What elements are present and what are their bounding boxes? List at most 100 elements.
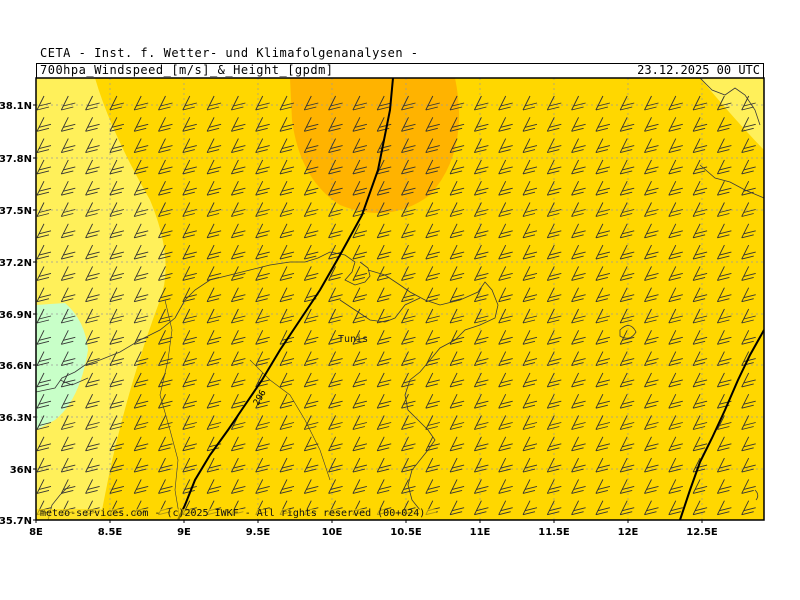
country-borders [159, 299, 331, 520]
wind-barb [401, 223, 416, 239]
wind-barb [376, 223, 392, 239]
wind-barb [741, 436, 756, 452]
wind-barb [546, 330, 562, 345]
wind-barb [741, 415, 756, 430]
wind-barb [158, 351, 173, 367]
wind-barb [36, 223, 52, 239]
wind-barb [182, 436, 197, 452]
wind-barb [206, 372, 222, 388]
wind-barb [231, 522, 245, 536]
wind-barb [328, 223, 343, 239]
wind-barb [692, 330, 708, 345]
lat-label: 37.2N [0, 258, 32, 269]
wind-barb [376, 436, 392, 452]
wind-barb [401, 202, 416, 217]
wind-barb [352, 138, 368, 154]
wind-barb [644, 202, 659, 217]
wind-barb [60, 415, 76, 430]
wind-barb [279, 436, 295, 452]
lon-label: 12.5E [686, 527, 718, 538]
wind-barb [182, 287, 197, 303]
wind-barb [133, 351, 149, 367]
wind-barb [60, 202, 76, 217]
wind-barb [546, 351, 562, 367]
wind-barb [644, 287, 659, 303]
wind-barb [546, 287, 562, 303]
wind-barb [206, 393, 222, 409]
wind-barb [109, 372, 125, 388]
wind-barb [206, 351, 222, 367]
wind-barb [449, 244, 465, 260]
wind-barb [328, 266, 343, 281]
wind-barb [546, 95, 562, 111]
wind-barb [36, 138, 52, 154]
wind-barb [255, 202, 270, 217]
wind-barb [85, 117, 100, 132]
wind-barb [668, 308, 683, 324]
wind-barb [449, 202, 465, 217]
lat-label: 35.7N [0, 516, 32, 527]
wind-barb [571, 351, 586, 367]
wind-barb [352, 457, 368, 473]
wind-barb [692, 308, 708, 324]
wind-barb [498, 500, 513, 516]
wind-barb [449, 415, 465, 430]
wind-barb [377, 522, 391, 536]
map-frame [35, 77, 765, 521]
wind-barb [85, 330, 100, 345]
wind-barb [449, 180, 465, 196]
wind-barb [692, 393, 708, 409]
wind-barb [328, 159, 343, 175]
wind-barb [158, 330, 173, 345]
wind-barb [473, 180, 489, 196]
wind-barb [425, 415, 440, 430]
wind-barb [498, 351, 513, 367]
wind-barb [158, 95, 173, 111]
wind-barb [522, 117, 538, 132]
wind-barb [85, 223, 100, 239]
wind-barb [449, 223, 465, 239]
wind-barb [230, 479, 246, 494]
wind-barb [206, 95, 222, 111]
wind-barb [595, 95, 611, 111]
wind-barb [449, 266, 465, 281]
wind-barb [619, 95, 635, 111]
wind-barb [522, 351, 538, 367]
city-label-tunis: Tunis [338, 334, 368, 345]
wind-barb [668, 138, 683, 154]
lat-label: 38.1N [0, 101, 32, 112]
wind-barb [182, 351, 197, 367]
wind-barb [498, 95, 513, 111]
wind-barb [36, 351, 52, 367]
wind-barb [522, 244, 538, 260]
wind-barb [546, 223, 562, 239]
wind-barb [328, 372, 343, 388]
wind-barb [133, 223, 149, 239]
wind-barb [85, 138, 100, 154]
wind-barb [692, 500, 708, 516]
wind-barb [692, 415, 708, 430]
wind-barb [571, 436, 586, 452]
wind-barb [473, 308, 489, 324]
wind-barb [425, 138, 440, 154]
wind-barb [498, 436, 513, 452]
wind-barb [60, 180, 76, 196]
wind-barb [692, 138, 708, 154]
height-contours [177, 78, 764, 520]
wind-barb [692, 372, 708, 388]
wind-barb [716, 202, 732, 217]
wind-barb [741, 202, 756, 217]
wind-barb [741, 159, 756, 175]
wind-barb [303, 117, 319, 132]
wind-barb [60, 95, 76, 111]
wind-barb [473, 223, 489, 239]
wind-barb [36, 244, 52, 260]
wind-barb [619, 479, 635, 494]
wind-barb [109, 117, 125, 132]
wind-barb [546, 117, 562, 132]
wind-barb [716, 223, 732, 239]
wind-barb [668, 351, 683, 367]
wind-barb [279, 351, 295, 367]
wind-barb [425, 117, 440, 132]
wind-barb [182, 372, 197, 388]
